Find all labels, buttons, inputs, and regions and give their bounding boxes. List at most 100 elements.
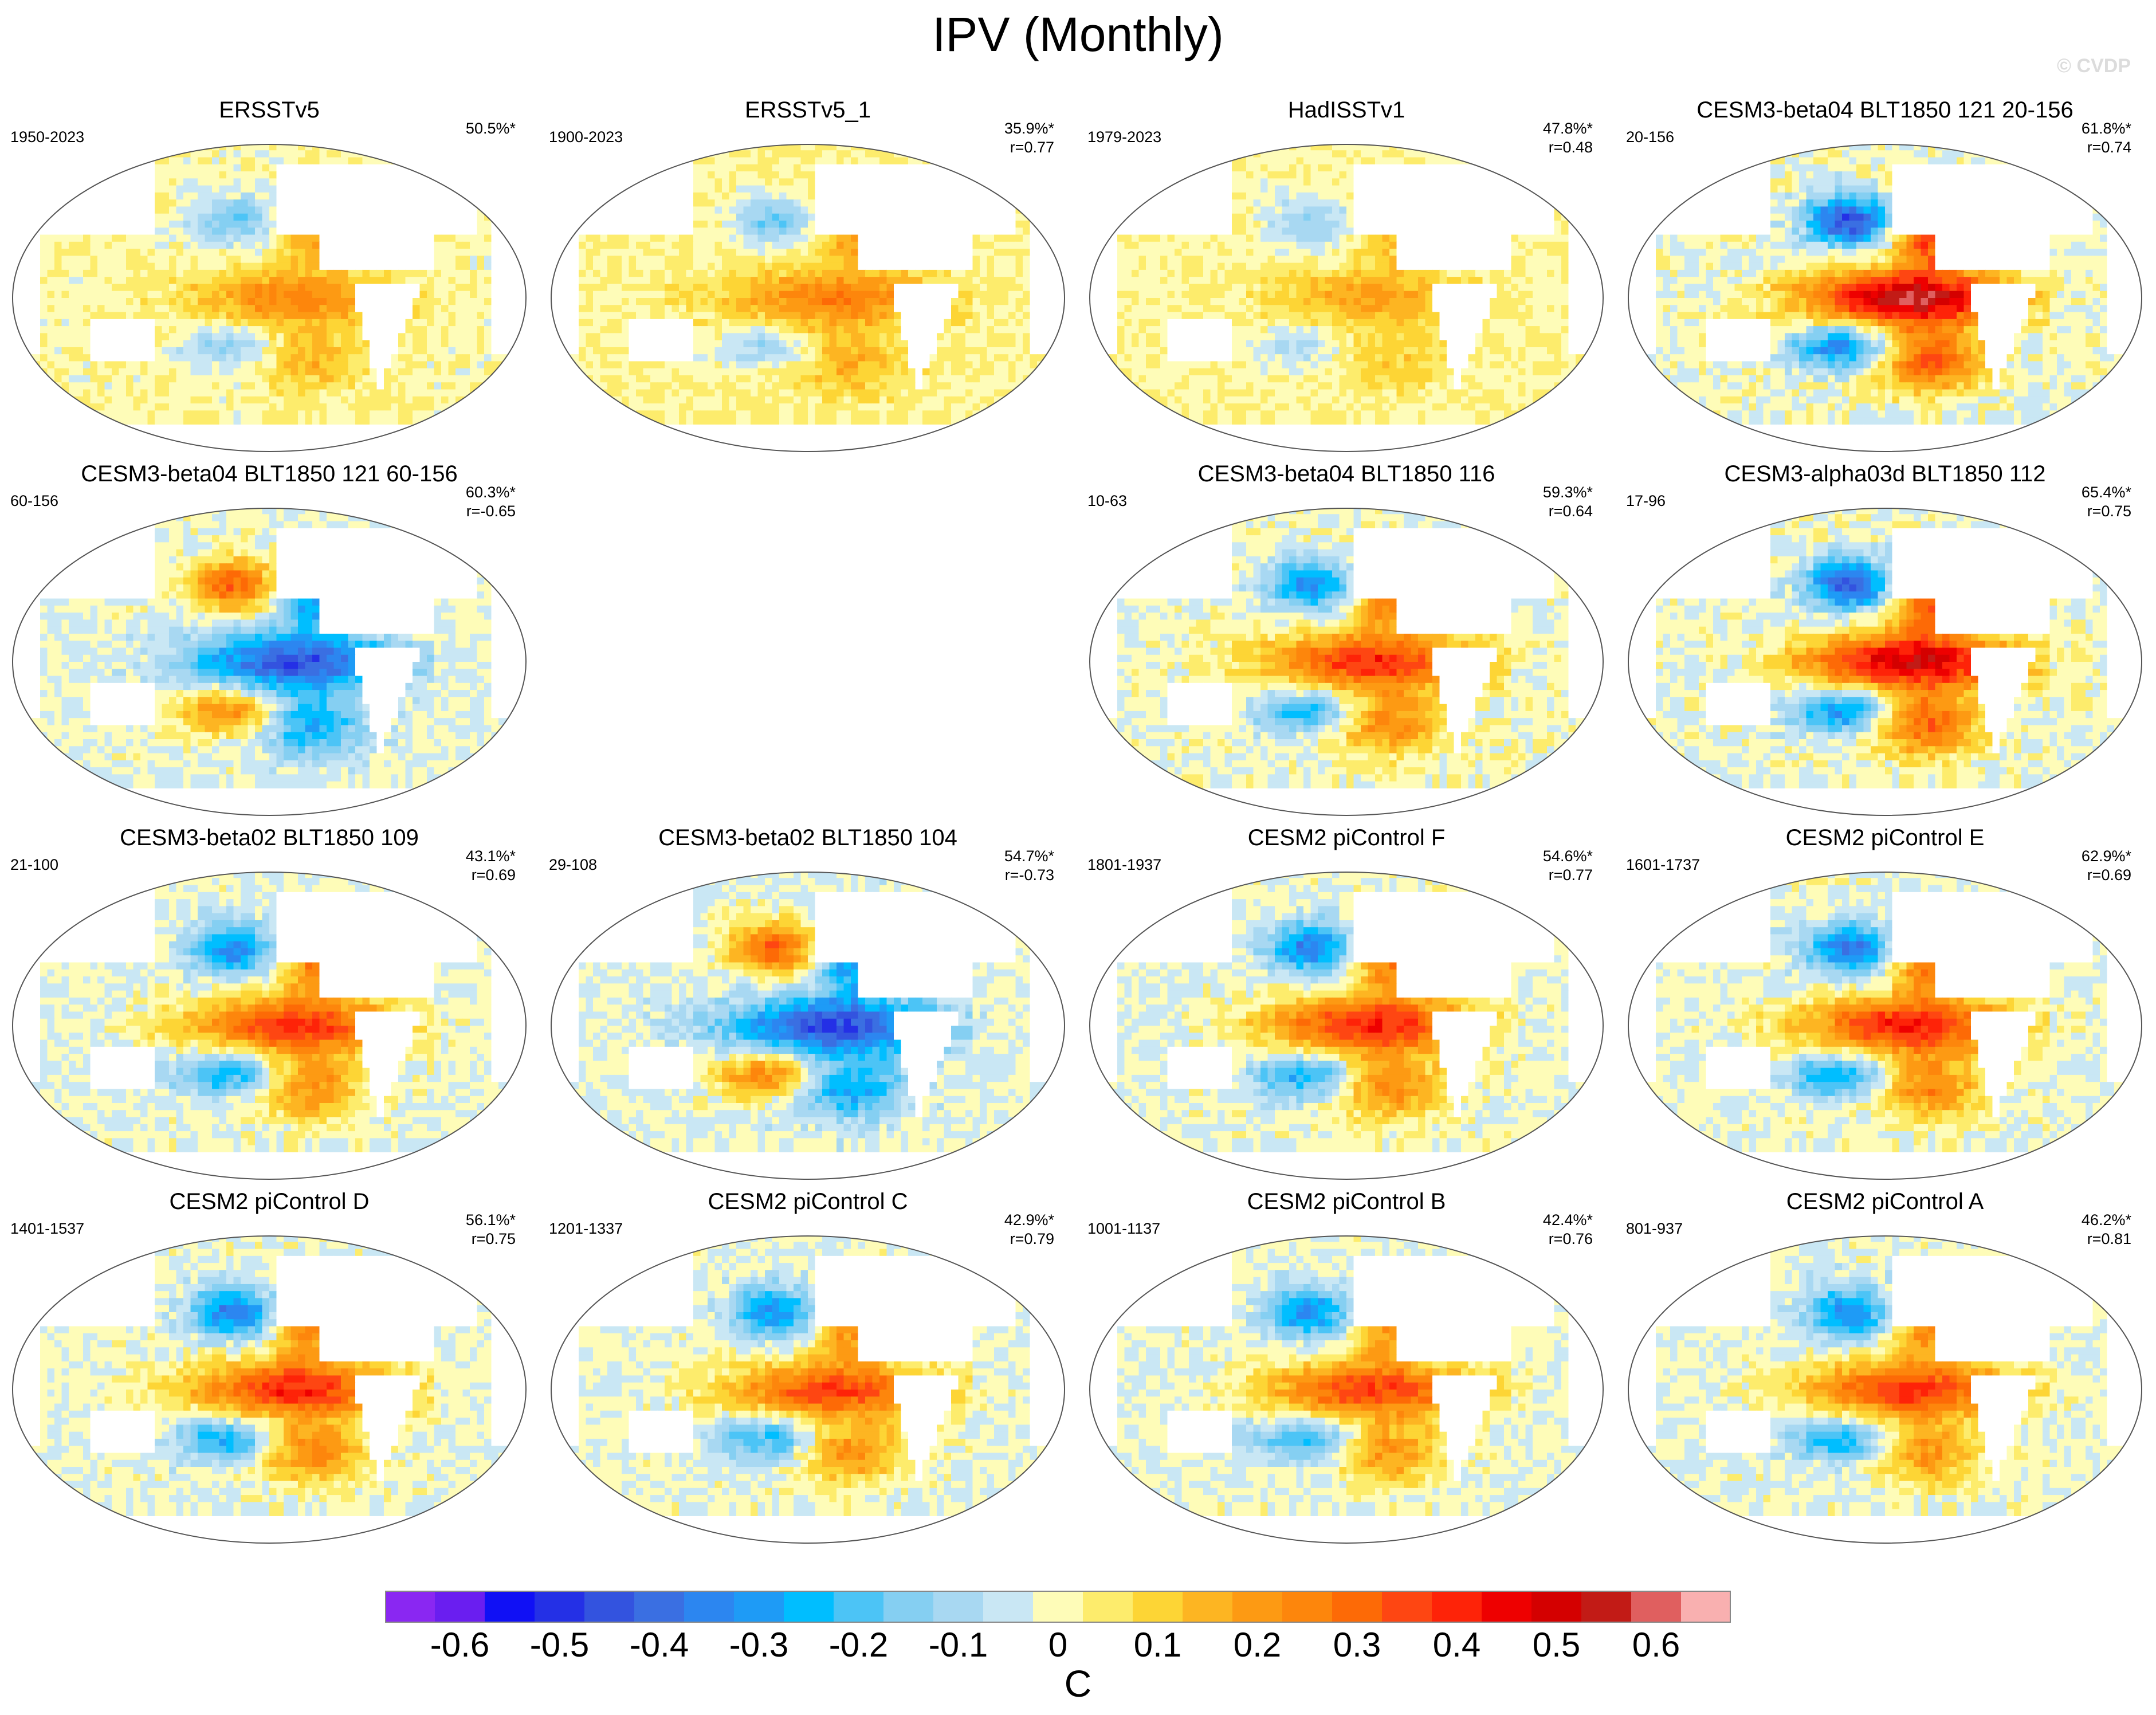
panel-stats: 60.3%* r=-0.65 <box>466 483 516 521</box>
colorbar-swatch <box>584 1591 634 1623</box>
sst-field <box>1090 144 1603 452</box>
panel-title: CESM2 piControl D <box>0 1189 539 1215</box>
panel-stats: 42.9%* r=0.79 <box>1004 1211 1054 1249</box>
panel-pattern-correlation: r=-0.65 <box>466 502 516 521</box>
robinson-map <box>1089 872 1604 1180</box>
colorbar-swatch <box>1432 1591 1482 1623</box>
panel-title: ERSSTv5 <box>0 97 539 123</box>
panel-stats: 59.3%* r=0.64 <box>1543 483 1593 521</box>
panel-title: CESM2 piControl E <box>1616 825 2154 851</box>
panel-pattern-correlation: r=0.77 <box>1004 138 1054 157</box>
map-panel-p15: CESM2 piControl A 801-937 46.2%* r=0.81 <box>1616 1189 2154 1556</box>
panel-stats: 61.8%* r=0.74 <box>2082 119 2131 157</box>
colorbar-tick-label: 0.3 <box>1317 1625 1397 1665</box>
panel-stats: 46.2%* r=0.81 <box>2082 1211 2131 1249</box>
colorbar-swatch <box>1382 1591 1432 1623</box>
colorbar-swatch <box>1133 1591 1183 1623</box>
panel-stats: 54.6%* r=0.77 <box>1543 847 1593 885</box>
panel-years: 1950-2023 <box>10 128 84 146</box>
panel-pattern-correlation: r=0.75 <box>2082 502 2131 521</box>
sst-field <box>13 872 526 1179</box>
robinson-map <box>1628 144 2142 452</box>
panel-years: 1401-1537 <box>10 1220 84 1238</box>
panel-percent-variance: 54.7%* <box>1004 847 1054 866</box>
panel-years: 1801-1937 <box>1087 856 1161 874</box>
sst-field <box>13 144 526 452</box>
colorbar-swatch <box>1332 1591 1382 1623</box>
map-boundary <box>12 872 527 1180</box>
panel-years: 1979-2023 <box>1087 128 1161 146</box>
panel-stats: 42.4%* r=0.76 <box>1543 1211 1593 1249</box>
panel-years: 801-937 <box>1626 1220 1683 1238</box>
colorbar-swatch <box>1282 1591 1332 1623</box>
colorbar-swatch <box>535 1591 584 1623</box>
map-boundary <box>551 872 1065 1180</box>
map-boundary <box>551 144 1065 452</box>
colorbar-swatch <box>1232 1591 1282 1623</box>
colorbar-tick-label: 0.5 <box>1517 1625 1597 1665</box>
robinson-map <box>12 872 527 1180</box>
sst-field <box>1628 1236 2142 1543</box>
panel-percent-variance: 50.5%* <box>466 119 516 138</box>
map-boundary <box>1089 144 1604 452</box>
colorbar-swatch <box>1033 1591 1083 1623</box>
map-panel-p7: CESM3-alpha03d BLT1850 112 17-96 65.4%* r=0… <box>1616 461 2154 828</box>
robinson-map <box>1089 508 1604 816</box>
panel-title: CESM3-beta02 BLT1850 104 <box>539 825 1077 851</box>
colorbar-tick-label: -0.5 <box>520 1625 600 1665</box>
panel-pattern-correlation: r=0.74 <box>2082 138 2131 157</box>
sst-field <box>1628 872 2142 1179</box>
panel-percent-variance: 47.8%* <box>1543 119 1593 138</box>
map-boundary <box>1628 508 2142 816</box>
panel-pattern-correlation: r=0.69 <box>466 866 516 885</box>
panel-percent-variance: 60.3%* <box>466 483 516 502</box>
sst-field <box>551 1236 1065 1543</box>
panel-title: CESM3-beta02 BLT1850 109 <box>0 825 539 851</box>
colorbar-swatch <box>784 1591 834 1623</box>
panel-percent-variance: 54.6%* <box>1543 847 1593 866</box>
figure-title: IPV (Monthly) <box>0 7 2156 62</box>
colorbar-tick-label: -0.2 <box>819 1625 899 1665</box>
panel-years: 10-63 <box>1087 492 1127 510</box>
panel-percent-variance: 35.9%* <box>1004 119 1054 138</box>
panel-title: HadISSTv1 <box>1077 97 1616 123</box>
colorbar-swatch <box>983 1591 1033 1623</box>
colorbar-tick-label: -0.3 <box>719 1625 799 1665</box>
map-panel-p4: CESM3-beta04 BLT1850 121 20-156 20-156 61.… <box>1616 97 2154 464</box>
map-panel-p3: HadISSTv1 1979-2023 47.8%* r=0.48 <box>1077 97 1616 464</box>
panel-title: CESM3-alpha03d BLT1850 112 <box>1616 461 2154 487</box>
panel-percent-variance: 42.9%* <box>1004 1211 1054 1230</box>
panel-years: 1900-2023 <box>549 128 623 146</box>
panel-percent-variance: 56.1%* <box>466 1211 516 1230</box>
colorbar-swatch <box>834 1591 883 1623</box>
sst-field <box>1090 1236 1603 1543</box>
panel-stats: 62.9%* r=0.69 <box>2082 847 2131 885</box>
robinson-map <box>12 508 527 816</box>
panel-pattern-correlation: r=0.48 <box>1543 138 1593 157</box>
map-boundary <box>1628 872 2142 1180</box>
panel-pattern-correlation: r=-0.73 <box>1004 866 1054 885</box>
colorbar-unit-label: C <box>0 1662 2156 1705</box>
map-panel-p1: ERSSTv5 1950-2023 50.5%* <box>0 97 539 464</box>
sst-field <box>1628 144 2142 452</box>
colorbar-swatch <box>485 1591 535 1623</box>
sst-field <box>1628 508 2142 815</box>
map-boundary <box>551 1235 1065 1544</box>
colorbar-swatch <box>1482 1591 1531 1623</box>
colorbar-swatch <box>883 1591 933 1623</box>
panel-percent-variance: 65.4%* <box>2082 483 2131 502</box>
panel-stats: 65.4%* r=0.75 <box>2082 483 2131 521</box>
robinson-map <box>1089 144 1604 452</box>
panel-years: 20-156 <box>1626 128 1674 146</box>
panel-pattern-correlation: r=0.76 <box>1543 1230 1593 1249</box>
colorbar-swatch <box>1581 1591 1631 1623</box>
map-panel-p9: CESM3-beta02 BLT1850 104 29-108 54.7%* r=-0… <box>539 825 1077 1192</box>
map-boundary <box>1628 144 2142 452</box>
panel-years: 60-156 <box>10 492 58 510</box>
panel-pattern-correlation: r=0.69 <box>2082 866 2131 885</box>
robinson-map <box>1628 872 2142 1180</box>
map-panel-p12: CESM2 piControl D 1401-1537 56.1%* r=0.75 <box>0 1189 539 1556</box>
panel-years: 17-96 <box>1626 492 1666 510</box>
panel-pattern-correlation: r=0.81 <box>2082 1230 2131 1249</box>
map-panel-p8: CESM3-beta02 BLT1850 109 21-100 43.1%* r=0.… <box>0 825 539 1192</box>
